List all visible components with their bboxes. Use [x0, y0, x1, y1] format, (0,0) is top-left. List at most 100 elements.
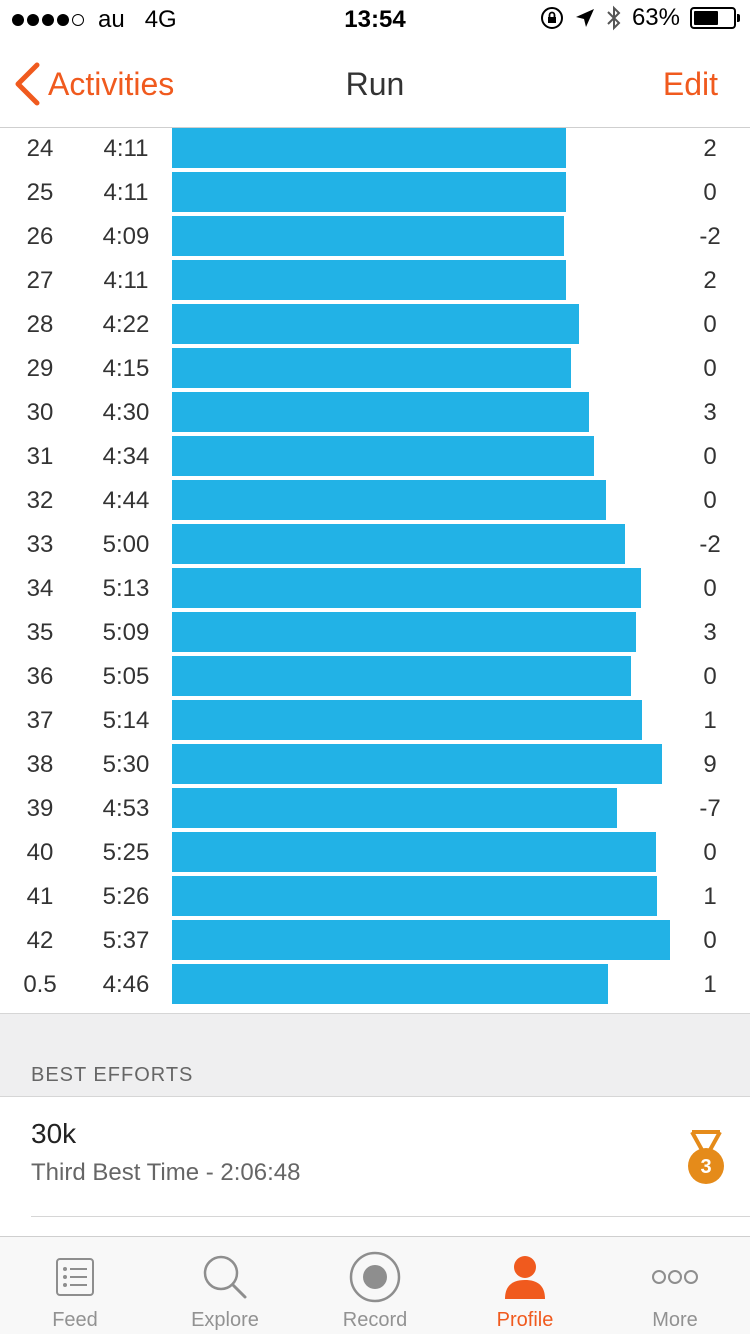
tab-record[interactable]: Record — [300, 1237, 450, 1334]
battery-percentage: 63% — [631, 4, 680, 31]
pace-bar — [172, 172, 566, 212]
split-mile: 34 — [26, 575, 54, 602]
split-row: 27 4:11 2 — [0, 259, 750, 303]
split-elevation: 2 — [703, 267, 717, 294]
signal-strength-icon — [12, 14, 84, 26]
status-time: 13:54 — [344, 6, 406, 33]
edit-button[interactable]: Edit — [662, 66, 718, 102]
split-row: 34 5:13 0 — [0, 567, 750, 611]
split-mile: 0.5 — [23, 971, 57, 998]
medal-icon: 3 — [688, 1130, 724, 1184]
feed-icon — [56, 1258, 94, 1296]
split-elevation: 1 — [703, 971, 717, 998]
split-row: 31 4:34 0 — [0, 435, 750, 479]
best-effort-item[interactable]: 30k Third Best Time - 2:06:48 3 — [0, 1098, 750, 1218]
split-pace: 4:22 — [102, 311, 150, 338]
split-row: 33 5:00 -2 — [0, 523, 750, 567]
tab-more[interactable]: More — [600, 1237, 750, 1334]
split-mile: 29 — [26, 355, 54, 382]
split-pace: 4:11 — [103, 267, 149, 294]
bluetooth-icon — [607, 5, 621, 31]
split-elevation: 0 — [703, 311, 717, 338]
split-row: 25 4:11 0 — [0, 171, 750, 215]
battery-level — [694, 11, 718, 25]
battery-icon — [690, 7, 740, 29]
split-elevation: -2 — [699, 531, 721, 558]
split-elevation: 1 — [703, 883, 717, 910]
split-elevation: 0 — [703, 927, 717, 954]
pace-bar — [172, 480, 606, 520]
pace-bar — [172, 788, 617, 828]
orientation-lock-icon — [540, 7, 563, 29]
split-pace: 4:46 — [102, 971, 150, 998]
tab-profile[interactable]: Profile — [450, 1237, 600, 1334]
pace-bar — [172, 700, 642, 740]
pace-bar — [172, 128, 566, 168]
split-mile: 24 — [26, 135, 54, 162]
split-pace: 4:44 — [102, 487, 150, 514]
split-pace: 4:09 — [102, 223, 150, 250]
split-elevation: -2 — [699, 223, 721, 250]
split-pace: 4:53 — [102, 795, 150, 822]
navigation-bar: Activities Run Edit — [0, 40, 750, 128]
split-mile: 38 — [26, 751, 54, 778]
split-pace: 5:30 — [102, 751, 150, 778]
split-mile: 42 — [26, 927, 54, 954]
medal-rank: 3 — [700, 1156, 711, 1178]
splits-chart: 24 4:11 2 25 4:11 0 26 4:09 -2 27 4:11 2 28 4:22 0 29 4:… — [0, 128, 750, 1013]
split-mile: 27 — [26, 267, 54, 294]
tab-label: Explore — [191, 1309, 259, 1331]
tab-label: Profile — [496, 1309, 554, 1331]
tab-label: Record — [342, 1309, 408, 1331]
split-row: 32 4:44 0 — [0, 479, 750, 523]
divider — [31, 1216, 750, 1217]
split-pace: 4:15 — [102, 355, 150, 382]
split-pace: 5:37 — [102, 927, 150, 954]
split-elevation: 0 — [703, 575, 717, 602]
split-elevation: -7 — [699, 795, 721, 822]
split-mile: 31 — [26, 443, 54, 470]
split-row: 37 5:14 1 — [0, 699, 750, 743]
pace-bar — [172, 744, 662, 784]
back-button[interactable]: Activities — [14, 62, 174, 106]
split-pace: 5:09 — [102, 619, 150, 646]
split-mile: 35 — [26, 619, 54, 646]
location-arrow-icon — [575, 9, 594, 27]
record-icon — [349, 1251, 401, 1303]
effort-detail: Third Best Time - 2:06:48 — [31, 1159, 301, 1186]
pace-bar — [172, 524, 625, 564]
split-elevation: 3 — [703, 619, 717, 646]
split-pace: 5:25 — [102, 839, 150, 866]
split-pace: 5:05 — [102, 663, 150, 690]
tab-bar: Feed Explore Record Profile — [0, 1236, 750, 1334]
split-row: 28 4:22 0 — [0, 303, 750, 347]
status-left: au 4G — [12, 6, 177, 34]
tab-label: Feed — [52, 1309, 98, 1331]
split-row: 42 5:37 0 — [0, 919, 750, 963]
pace-bar — [172, 920, 670, 960]
network-type: 4G — [144, 6, 177, 33]
tab-feed[interactable]: Feed — [0, 1237, 150, 1334]
split-elevation: 0 — [703, 839, 717, 866]
split-mile: 39 — [26, 795, 54, 822]
back-button-label: Activities — [48, 65, 175, 102]
split-row: 38 5:30 9 — [0, 743, 750, 787]
split-mile: 30 — [26, 399, 54, 426]
split-mile: 28 — [26, 311, 54, 338]
profile-icon — [505, 1256, 545, 1299]
split-elevation: 2 — [703, 135, 717, 162]
split-row: 40 5:25 0 — [0, 831, 750, 875]
best-efforts-header: BEST EFFORTS — [0, 1013, 750, 1097]
status-bar: au 4G 13:54 63% — [0, 0, 750, 40]
split-pace: 5:00 — [102, 531, 150, 558]
split-elevation: 0 — [703, 355, 717, 382]
split-pace: 4:11 — [103, 179, 149, 206]
split-elevation: 0 — [703, 487, 717, 514]
split-row: 39 4:53 -7 — [0, 787, 750, 831]
split-pace: 5:26 — [102, 883, 150, 910]
tab-explore[interactable]: Explore — [150, 1237, 300, 1334]
status-right: 63% — [540, 4, 740, 32]
pace-bar — [172, 612, 636, 652]
split-row: 36 5:05 0 — [0, 655, 750, 699]
split-mile: 26 — [26, 223, 54, 250]
